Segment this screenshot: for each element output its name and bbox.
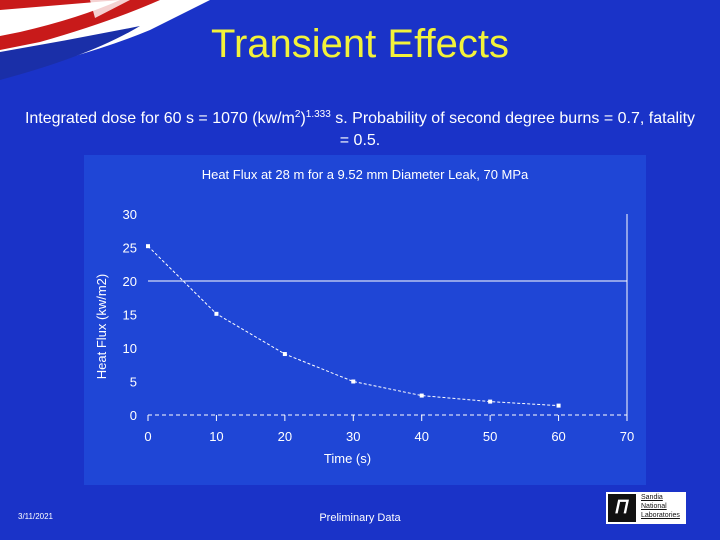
- footer-label: Preliminary Data: [319, 512, 401, 524]
- x-tick-label: 50: [483, 429, 497, 444]
- y-tick-label: 10: [123, 341, 137, 356]
- x-tick-label: 70: [620, 429, 634, 444]
- y-axis-label: Heat Flux (kw/m2): [94, 274, 109, 379]
- x-tick-label: 30: [346, 429, 360, 444]
- x-tick-label: 40: [414, 429, 428, 444]
- data-point: [146, 244, 150, 249]
- logo-line-1: Sandia: [641, 494, 663, 501]
- subtitle-superscript-2: 1.333: [305, 109, 331, 120]
- data-point: [556, 403, 561, 408]
- slide-subtitle: Integrated dose for 60 s = 1070 (kw/m2)1…: [20, 104, 700, 152]
- data-point: [351, 379, 356, 384]
- y-tick-label: 20: [123, 274, 137, 289]
- chart-panel: Heat Flux at 28 m for a 9.52 mm Diameter…: [84, 155, 646, 485]
- sandia-logo: 𝛱 Sandia National Laboratories: [606, 492, 686, 524]
- subtitle-text-2: ): [300, 110, 306, 127]
- chart-title: Heat Flux at 28 m for a 9.52 mm Diameter…: [202, 167, 529, 182]
- slide-title: Transient Effects: [211, 22, 509, 66]
- flag-decoration: [0, 0, 210, 80]
- logo-text: Sandia National Laboratories: [641, 493, 685, 520]
- data-point: [282, 352, 287, 357]
- y-tick-label: 0: [130, 408, 137, 423]
- y-tick-label: 15: [123, 308, 137, 323]
- x-tick-label: 60: [551, 429, 565, 444]
- data-point: [419, 393, 424, 398]
- y-tick-label: 25: [123, 241, 137, 256]
- logo-line-3: Laboratories: [641, 512, 680, 519]
- heat-flux-chart: Heat Flux at 28 m for a 9.52 mm Diameter…: [94, 167, 634, 466]
- y-tick-label: 5: [130, 375, 137, 390]
- data-point: [214, 311, 219, 316]
- x-axis-label: Time (s): [324, 451, 371, 466]
- logo-line-2: National: [641, 503, 667, 510]
- x-tick-label: 20: [278, 429, 292, 444]
- y-tick-label: 30: [123, 207, 137, 222]
- data-point: [488, 399, 493, 404]
- slide-date: 3/11/2021: [18, 512, 53, 521]
- x-tick-label: 0: [144, 429, 151, 444]
- subtitle-text-1: Integrated dose for 60 s = 1070 (kw/m: [24, 110, 295, 127]
- subtitle-text-3: s. Probability of second degree burns = …: [330, 110, 696, 149]
- subtitle-superscript-1: 2: [294, 109, 301, 120]
- thunderbird-icon: 𝛱: [608, 494, 636, 522]
- x-tick-label: 10: [209, 429, 223, 444]
